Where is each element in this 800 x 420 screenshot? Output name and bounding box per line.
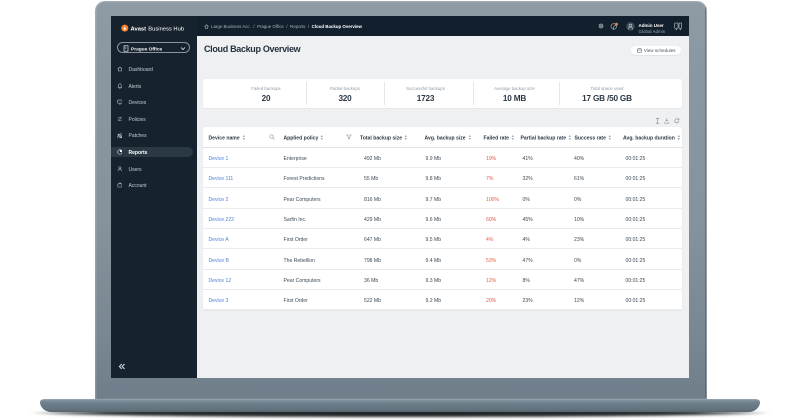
svg-text:Avast: Avast	[130, 26, 146, 32]
svg-text:Prague Office: Prague Office	[131, 46, 163, 52]
svg-text:Business Hub: Business Hub	[148, 26, 184, 32]
